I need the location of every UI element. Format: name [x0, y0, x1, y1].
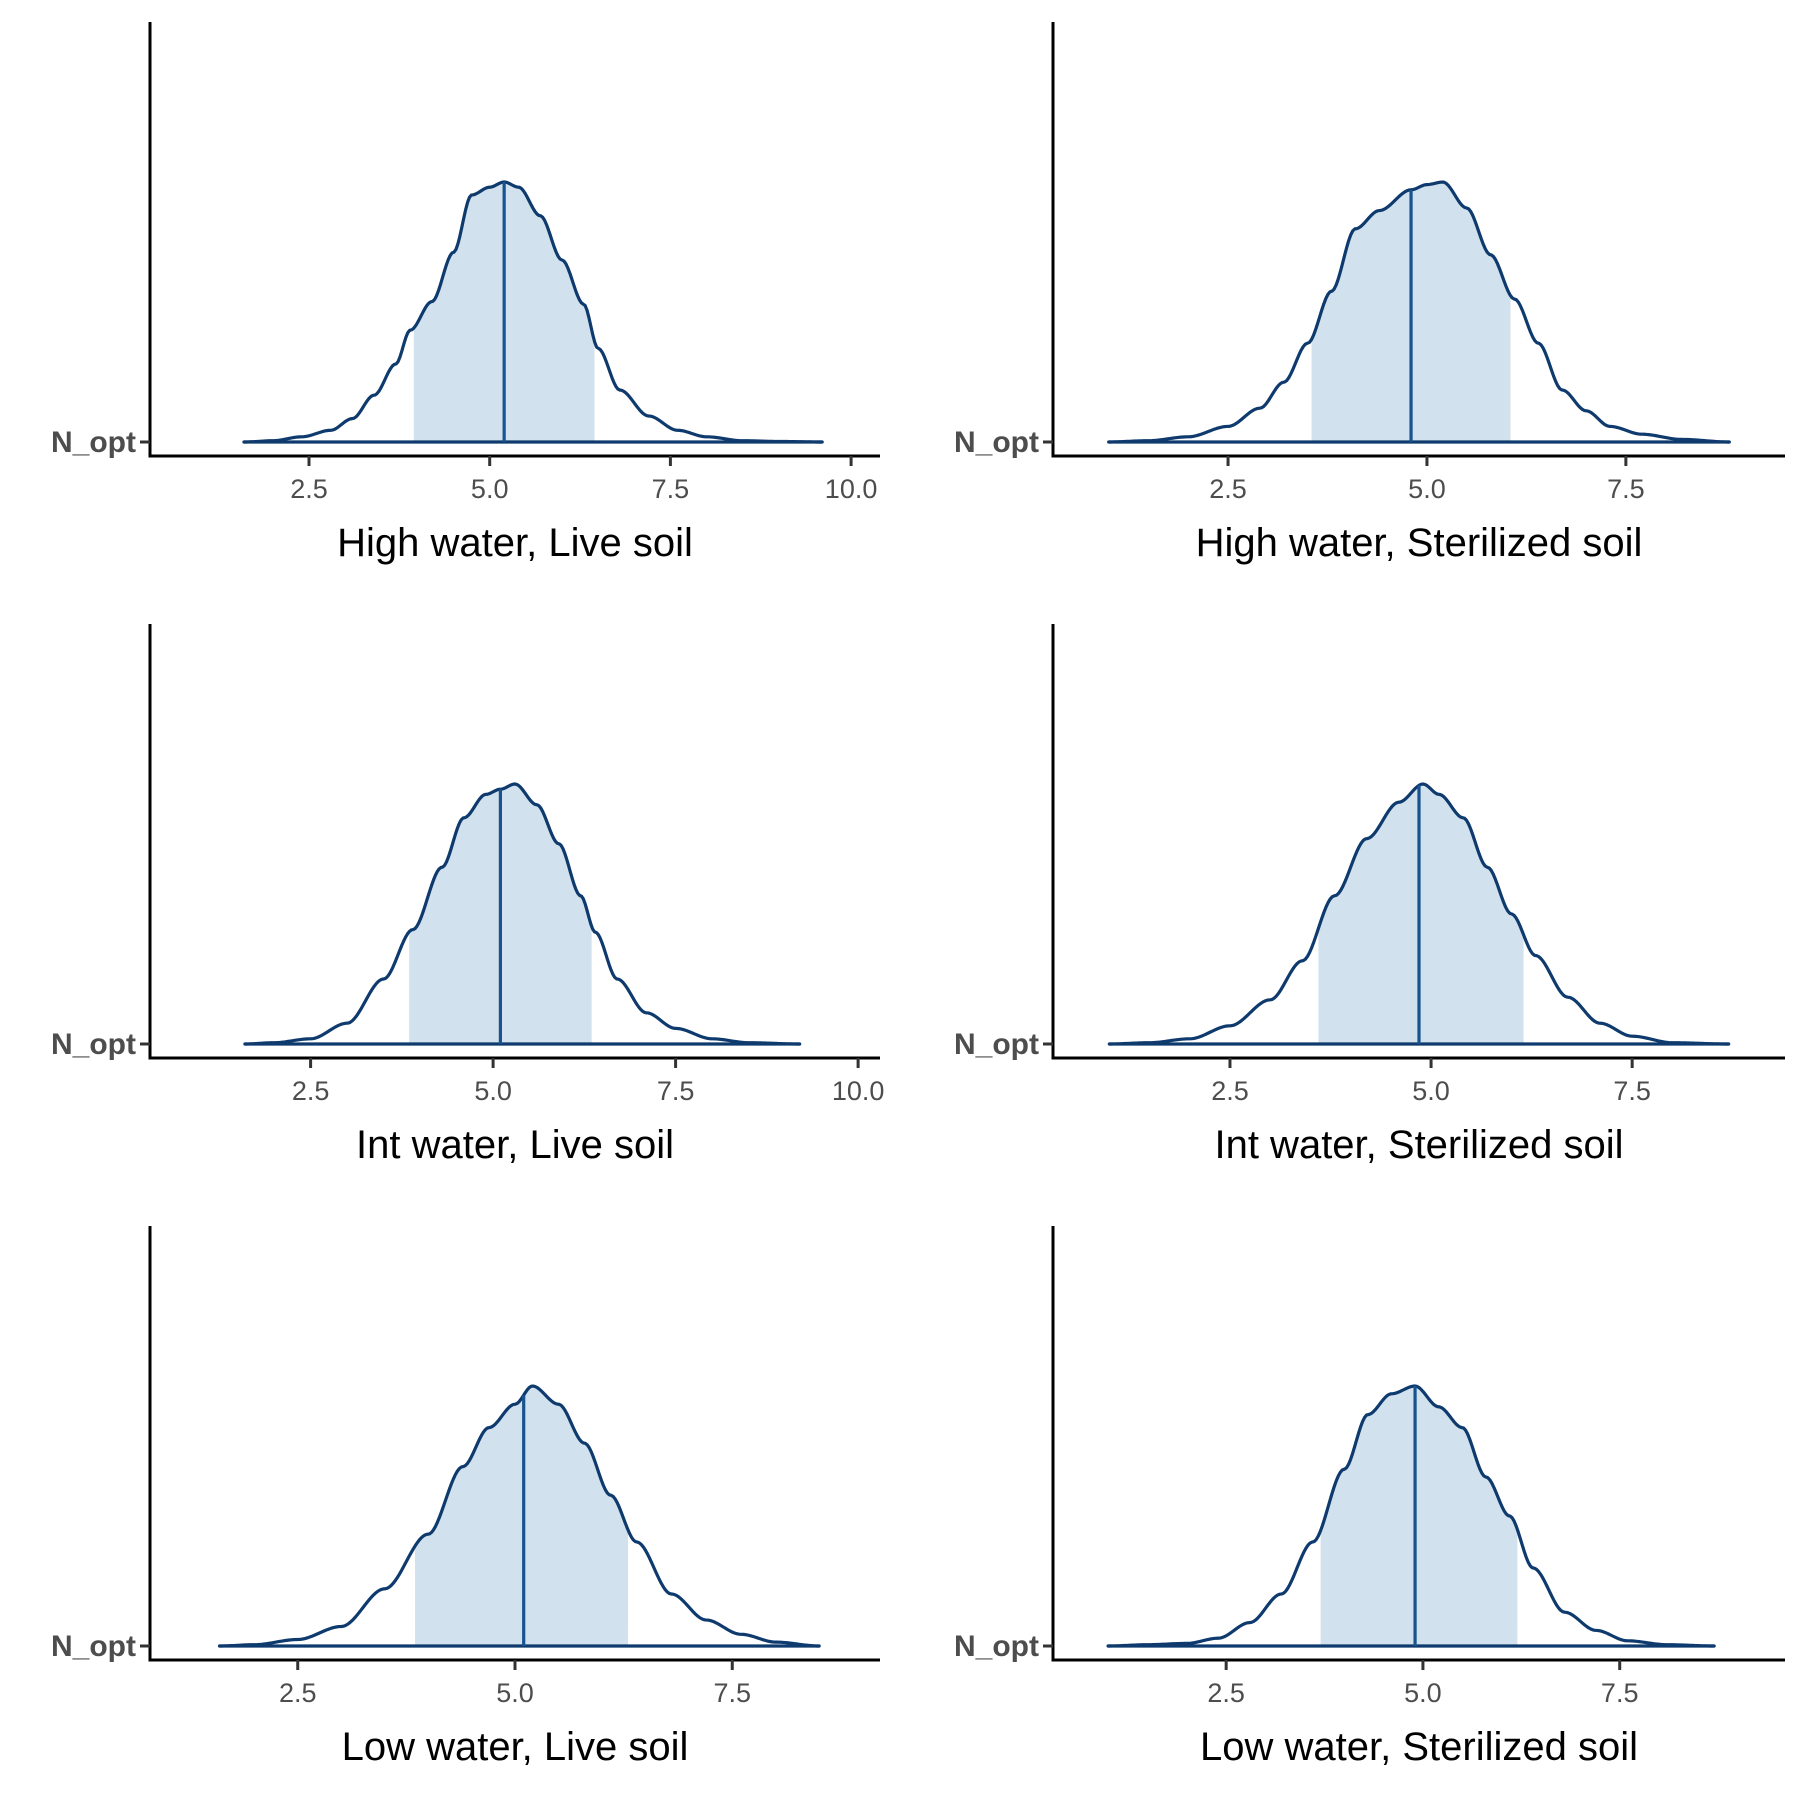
panel-1: N_opt 2.5 5.0 7.5 10.0 High water, Live soil [51, 22, 880, 565]
interval-area [1318, 784, 1524, 1044]
x-tick-label: 2.5 [1209, 474, 1247, 504]
panel-6: N_opt 2.5 5.0 7.5 Low water, Sterilized soil [954, 1226, 1785, 1769]
interval-area [415, 1386, 628, 1646]
panel-3: N_opt 2.5 5.0 7.5 10.0 Int water, Live soil [51, 624, 884, 1167]
panel-4: N_opt 2.5 5.0 7.5 Int water, Sterilized soil [954, 624, 1785, 1167]
x-tick-label: 10.0 [832, 1076, 885, 1106]
y-tick-label: N_opt [954, 1630, 1039, 1663]
y-tick-label: N_opt [954, 426, 1039, 459]
x-tick-label: 7.5 [1607, 474, 1645, 504]
x-tick-label: 2.5 [279, 1678, 317, 1708]
x-tick-label: 5.0 [1404, 1678, 1442, 1708]
density-curve [219, 1384, 820, 1648]
x-tick-label: 2.5 [290, 474, 328, 504]
x-tick-label: 7.5 [657, 1076, 695, 1106]
x-tick-label: 7.5 [1601, 1678, 1639, 1708]
x-tick-label: 5.0 [471, 474, 509, 504]
x-axis-title: Int water, Live soil [356, 1123, 674, 1167]
x-tick-label: 10.0 [825, 474, 878, 504]
x-tick-label: 7.5 [652, 474, 690, 504]
x-tick-label: 5.0 [496, 1678, 534, 1708]
y-tick-label: N_opt [51, 426, 136, 459]
x-tick-label: 5.0 [1412, 1076, 1450, 1106]
x-axis-title: High water, Sterilized soil [1196, 521, 1643, 565]
x-tick-label: 7.5 [713, 1678, 751, 1708]
y-tick-label: N_opt [954, 1028, 1039, 1061]
x-axis-title: Low water, Live soil [342, 1725, 689, 1769]
y-tick-label: N_opt [51, 1630, 136, 1663]
density-curve [243, 180, 823, 444]
density-curve [1108, 1384, 1715, 1648]
x-tick-label: 5.0 [474, 1076, 512, 1106]
interval-area [1320, 1386, 1518, 1646]
x-tick-label: 7.5 [1613, 1076, 1651, 1106]
x-tick-label: 5.0 [1408, 474, 1446, 504]
panel-5: N_opt 2.5 5.0 7.5 Low water, Live soil [51, 1226, 880, 1769]
panel-2: N_opt 2.5 5.0 7.5 High water, Sterilized soi… [954, 22, 1785, 565]
y-tick-label: N_opt [51, 1028, 136, 1061]
x-tick-label: 2.5 [292, 1076, 330, 1106]
density-curve [244, 782, 800, 1046]
x-axis-title: Low water, Sterilized soil [1200, 1725, 1638, 1769]
x-tick-label: 2.5 [1207, 1678, 1245, 1708]
x-tick-label: 2.5 [1211, 1076, 1249, 1106]
density-curve [1108, 180, 1730, 444]
x-axis-title: Int water, Sterilized soil [1214, 1123, 1623, 1167]
x-axis-title: High water, Live soil [337, 521, 693, 565]
